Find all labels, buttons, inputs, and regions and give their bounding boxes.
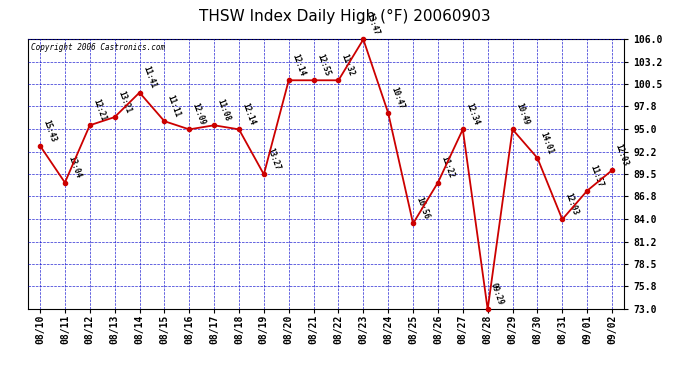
Text: 15:43: 15:43 [41,118,58,143]
Text: 12:03: 12:03 [613,143,630,168]
Text: 12:09: 12:09 [190,102,207,127]
Text: 12:14: 12:14 [290,53,306,78]
Text: 10:49: 10:49 [514,102,531,127]
Text: 11:08: 11:08 [215,98,232,123]
Text: 14:01: 14:01 [539,130,555,155]
Text: THSW Index Daily High (°F) 20060903: THSW Index Daily High (°F) 20060903 [199,9,491,24]
Text: 12:14: 12:14 [240,102,257,127]
Text: 11:11: 11:11 [166,94,182,118]
Text: 16:56: 16:56 [415,196,431,221]
Text: 11:57: 11:57 [589,163,605,188]
Text: 10:47: 10:47 [390,86,406,110]
Text: 13:21: 13:21 [116,90,132,114]
Text: 11:32: 11:32 [340,53,356,78]
Text: 12:34: 12:34 [464,102,480,127]
Text: 11:41: 11:41 [141,65,157,90]
Text: 12:21: 12:21 [91,98,108,123]
Text: 09:29: 09:29 [489,282,506,307]
Text: 13:04: 13:04 [66,155,83,180]
Text: 12:03: 12:03 [564,192,580,217]
Text: 13:47: 13:47 [365,12,381,37]
Text: 11:22: 11:22 [440,155,455,180]
Text: Copyright 2006 Castronics.com: Copyright 2006 Castronics.com [30,44,165,52]
Text: 13:27: 13:27 [265,147,282,172]
Text: 12:55: 12:55 [315,53,331,78]
